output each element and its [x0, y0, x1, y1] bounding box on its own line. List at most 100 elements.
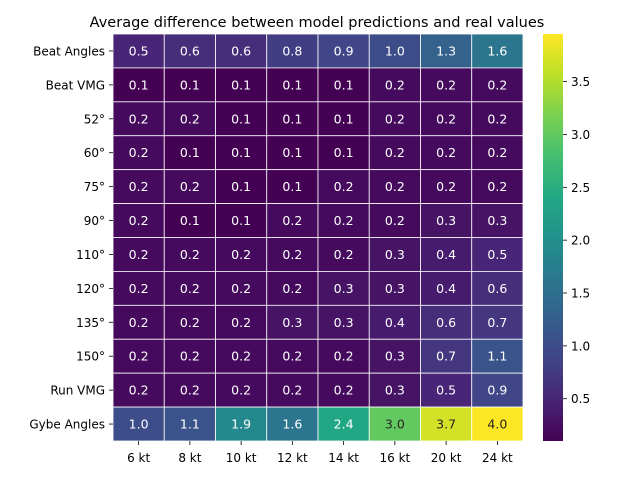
cell-value-label: 0.2	[180, 349, 200, 364]
cell-value-label: 0.2	[129, 281, 149, 296]
colorbar-gradient	[543, 34, 563, 441]
heatmap-cell	[317, 271, 370, 306]
cell-value-label: 0.2	[436, 77, 456, 92]
heatmap-cell	[215, 304, 268, 340]
colorbar-tick-label: 3.5	[571, 75, 590, 89]
cell-value-label: 1.0	[385, 43, 405, 58]
heatmap-cell	[368, 101, 421, 137]
cell-value-label: 0.2	[282, 247, 302, 262]
cell-value-label: 0.2	[129, 383, 149, 398]
heatmap-cell	[471, 203, 524, 238]
x-tick-label: 10 kt	[226, 451, 257, 465]
y-tick-label: 135°	[76, 316, 105, 330]
heatmap-cell	[266, 338, 319, 374]
heatmap-cell	[215, 372, 268, 408]
heatmap-cells: 0.5 0.6 0.6 0.8 0.9 1.0 1.3 1.6 0.1 0.1 0.1 0.1 0.1 0…	[112, 33, 524, 442]
cell-value-label: 1.9	[231, 417, 251, 432]
cell-value-label: 0.2	[129, 315, 149, 330]
cell-value-label: 0.2	[487, 77, 507, 92]
cell-value-label: 0.2	[487, 179, 507, 194]
cell-value-label: 0.1	[231, 179, 251, 194]
cell-value-label: 2.4	[334, 417, 354, 432]
cell-value-label: 0.7	[436, 349, 456, 364]
cell-value-label: 0.1	[231, 111, 251, 126]
cell-value-label: 0.2	[436, 145, 456, 160]
cell-value-label: 0.2	[129, 111, 149, 126]
heatmap-cell	[317, 169, 370, 204]
cell-value-label: 0.2	[385, 179, 405, 194]
cell-value-label: 0.3	[385, 247, 405, 262]
heatmap-cell	[368, 304, 421, 340]
heatmap-cell	[368, 237, 421, 272]
cell-value-label: 0.2	[180, 315, 200, 330]
cell-value-label: 0.5	[436, 383, 456, 398]
heatmap-cell	[420, 237, 473, 272]
heatmap-cell	[471, 101, 524, 137]
cell-value-label: 0.2	[231, 281, 251, 296]
cell-value-label: 0.7	[487, 315, 507, 330]
heatmap-cell	[420, 372, 473, 408]
cell-value-label: 0.2	[385, 145, 405, 160]
cell-value-label: 0.1	[334, 145, 354, 160]
heatmap-cell	[215, 135, 268, 171]
cell-value-label: 0.3	[436, 213, 456, 228]
y-tick-label: 52°	[84, 112, 105, 126]
cell-value-label: 0.2	[129, 213, 149, 228]
cell-value-label: 0.1	[334, 111, 354, 126]
x-tick-labels: 6 kt 8 kt 10 kt 12 kt 14 kt 16 kt 20 kt 24 kt	[127, 441, 513, 465]
y-tick-label: 120°	[76, 282, 105, 296]
cell-value-label: 0.2	[180, 281, 200, 296]
cell-value-label: 0.2	[334, 383, 354, 398]
y-tick-label: Gybe Angles	[29, 418, 105, 432]
y-tick-label: 90°	[84, 214, 105, 228]
cell-value-label: 0.3	[334, 315, 354, 330]
cell-value-label: 3.0	[385, 417, 405, 432]
cell-value-label: 0.5	[129, 43, 149, 58]
cell-value-label: 0.2	[334, 349, 354, 364]
cell-value-label: 0.3	[385, 383, 405, 398]
heatmap-cell	[420, 135, 473, 171]
x-tick-label: 12 kt	[277, 451, 308, 465]
cell-value-label: 0.1	[334, 77, 354, 92]
cell-value-label: 0.2	[180, 179, 200, 194]
heatmap-cell	[215, 237, 268, 272]
heatmap-cell	[163, 33, 216, 69]
heatmap-cell	[266, 304, 319, 340]
cell-value-label: 0.2	[385, 213, 405, 228]
cell-value-label: 0.2	[487, 111, 507, 126]
heatmap-cell	[317, 372, 370, 408]
heatmap-cell	[215, 271, 268, 306]
cell-value-label: 4.0	[487, 417, 507, 432]
heatmap-cell	[163, 372, 216, 408]
cell-value-label: 0.1	[231, 77, 251, 92]
cell-value-label: 0.2	[231, 383, 251, 398]
cell-value-label: 0.3	[487, 213, 507, 228]
cell-value-label: 0.1	[129, 77, 149, 92]
heatmap-cell	[317, 135, 370, 171]
colorbar-tick-label: 2.5	[571, 181, 590, 195]
heatmap-cell	[163, 67, 216, 103]
heatmap-cell	[215, 338, 268, 374]
cell-value-label: 0.9	[487, 383, 507, 398]
chart-title: Average difference between model predict…	[90, 15, 545, 31]
cell-value-label: 0.2	[129, 145, 149, 160]
cell-value-label: 0.1	[180, 145, 200, 160]
y-tick-label: Beat Angles	[33, 44, 105, 58]
heatmap-cell	[317, 237, 370, 272]
heatmap-cell	[266, 101, 319, 137]
cell-value-label: 3.7	[436, 417, 456, 432]
x-tick-label: 14 kt	[328, 451, 359, 465]
cell-value-label: 0.2	[180, 111, 200, 126]
cell-value-label: 0.1	[231, 145, 251, 160]
heatmap-cell	[112, 237, 165, 272]
cell-value-label: 0.9	[334, 43, 354, 58]
heatmap-cell	[317, 304, 370, 340]
cell-value-label: 0.2	[282, 281, 302, 296]
cell-value-label: 0.1	[282, 179, 302, 194]
heatmap-cell	[163, 101, 216, 137]
cell-value-label: 0.4	[385, 315, 405, 330]
y-tick-label: 110°	[76, 248, 105, 262]
cell-value-label: 0.6	[180, 43, 200, 58]
x-tick-label: 24 kt	[482, 451, 513, 465]
